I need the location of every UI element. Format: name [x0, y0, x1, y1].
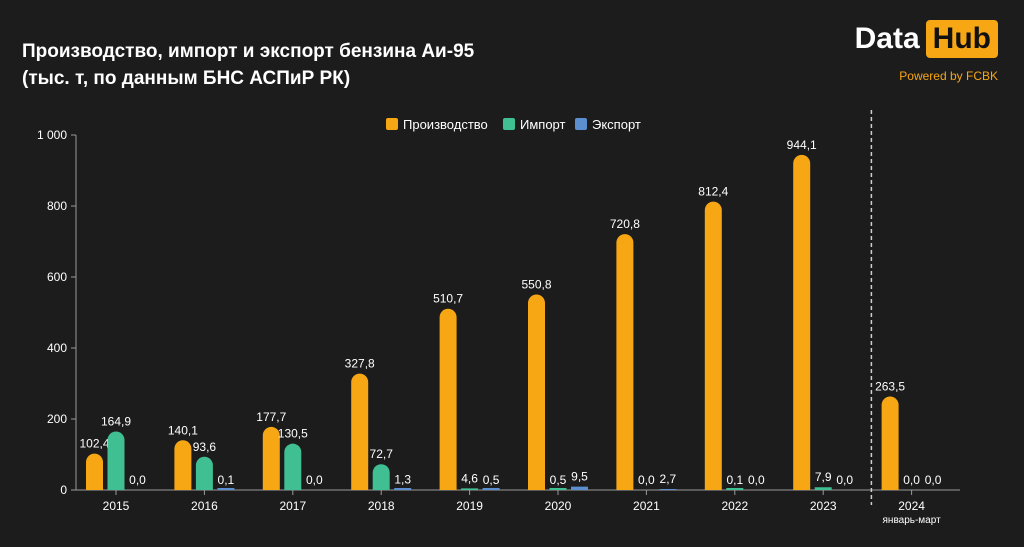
legend-label: Экспорт	[592, 117, 641, 132]
bar-import	[195, 456, 213, 490]
bar-import	[284, 443, 302, 490]
y-tick-label: 200	[47, 412, 67, 426]
bar-export	[394, 488, 412, 490]
data-label: 93,6	[193, 440, 217, 454]
data-label: 0,1	[218, 473, 235, 487]
bar-import	[107, 431, 125, 490]
chart-title: Производство, импорт и экспорт бензина А…	[22, 38, 474, 92]
bar-production	[704, 201, 722, 490]
data-label: 0,0	[903, 473, 920, 487]
x-tick-label: 2021	[633, 499, 660, 513]
data-label: 4,6	[461, 471, 478, 485]
x-tick-label: 2015	[103, 499, 130, 513]
data-label: 72,7	[370, 447, 394, 461]
legend-swatch	[503, 118, 515, 130]
bar-import	[726, 488, 744, 490]
data-label: 0,0	[129, 473, 146, 487]
data-label: 812,4	[698, 185, 728, 199]
x-tick-label: 2022	[721, 499, 748, 513]
bar-production	[86, 453, 103, 490]
data-label: 263,5	[875, 379, 905, 393]
bar-production	[881, 396, 899, 490]
legend-swatch	[575, 118, 587, 130]
data-label: 720,8	[610, 217, 640, 231]
data-label: 0,5	[483, 473, 500, 487]
data-label: 164,9	[101, 414, 131, 428]
bar-import	[814, 487, 832, 490]
data-label: 177,7	[256, 410, 286, 424]
bar-export	[659, 489, 677, 490]
bar-production	[528, 294, 545, 490]
x-tick-label: 2023	[810, 499, 837, 513]
data-label: 0,1	[726, 473, 743, 487]
bar-import	[372, 464, 390, 490]
x-tick-label: 2019	[456, 499, 483, 513]
data-label: 0,0	[638, 473, 655, 487]
y-tick-label: 1 000	[37, 128, 67, 142]
bar-import	[461, 488, 479, 490]
bar-production	[616, 234, 634, 490]
bar-export	[482, 488, 500, 490]
powered-by-label: Powered by FCBK	[899, 69, 998, 83]
data-label: 130,5	[278, 427, 308, 441]
data-label: 0,5	[550, 473, 567, 487]
bar-import	[549, 488, 567, 490]
legend-swatch	[386, 118, 398, 130]
data-label: 327,8	[345, 357, 375, 371]
x-tick-label: 2017	[279, 499, 306, 513]
data-label: 9,5	[571, 470, 588, 484]
legend-label: Производство	[403, 117, 488, 132]
data-label: 0,0	[836, 473, 853, 487]
x-tick-label: 2024	[898, 499, 925, 513]
bar-production	[793, 154, 811, 491]
bar-production	[439, 308, 457, 490]
data-label: 7,9	[815, 470, 832, 484]
bar-export	[217, 488, 235, 490]
x-tick-label: 2018	[368, 499, 395, 513]
chart-title-line2: (тыс. т, по данным БНС АСПиР РК)	[22, 68, 351, 89]
data-label: 0,0	[925, 473, 942, 487]
data-label: 944,1	[787, 138, 817, 152]
bar-production	[174, 440, 192, 490]
x-tick-sublabel: январь-март	[883, 515, 942, 526]
y-tick-label: 800	[47, 199, 67, 213]
data-label: 1,3	[394, 473, 411, 487]
y-tick-label: 600	[47, 270, 67, 284]
data-label: 510,7	[433, 292, 463, 306]
logo-text-hub: Hub	[925, 20, 998, 58]
bar-export	[571, 486, 588, 490]
x-tick-label: 2016	[191, 499, 218, 513]
data-label: 102,4	[79, 437, 109, 451]
y-tick-label: 0	[60, 483, 67, 497]
data-label: 140,1	[168, 423, 198, 437]
bar-production	[262, 426, 280, 490]
data-label: 0,0	[748, 473, 765, 487]
data-label: 0,0	[306, 473, 323, 487]
y-tick-label: 400	[47, 341, 67, 355]
bar-production	[351, 373, 369, 490]
chart-title-line1: Производство, импорт и экспорт бензина А…	[22, 41, 475, 62]
datahub-logo: Data Hub	[855, 20, 998, 58]
data-label: 2,7	[660, 472, 677, 486]
logo-text-data: Data	[854, 22, 920, 55]
x-tick-label: 2020	[545, 499, 572, 513]
data-label: 550,8	[521, 277, 551, 291]
legend-label: Импорт	[520, 117, 565, 132]
